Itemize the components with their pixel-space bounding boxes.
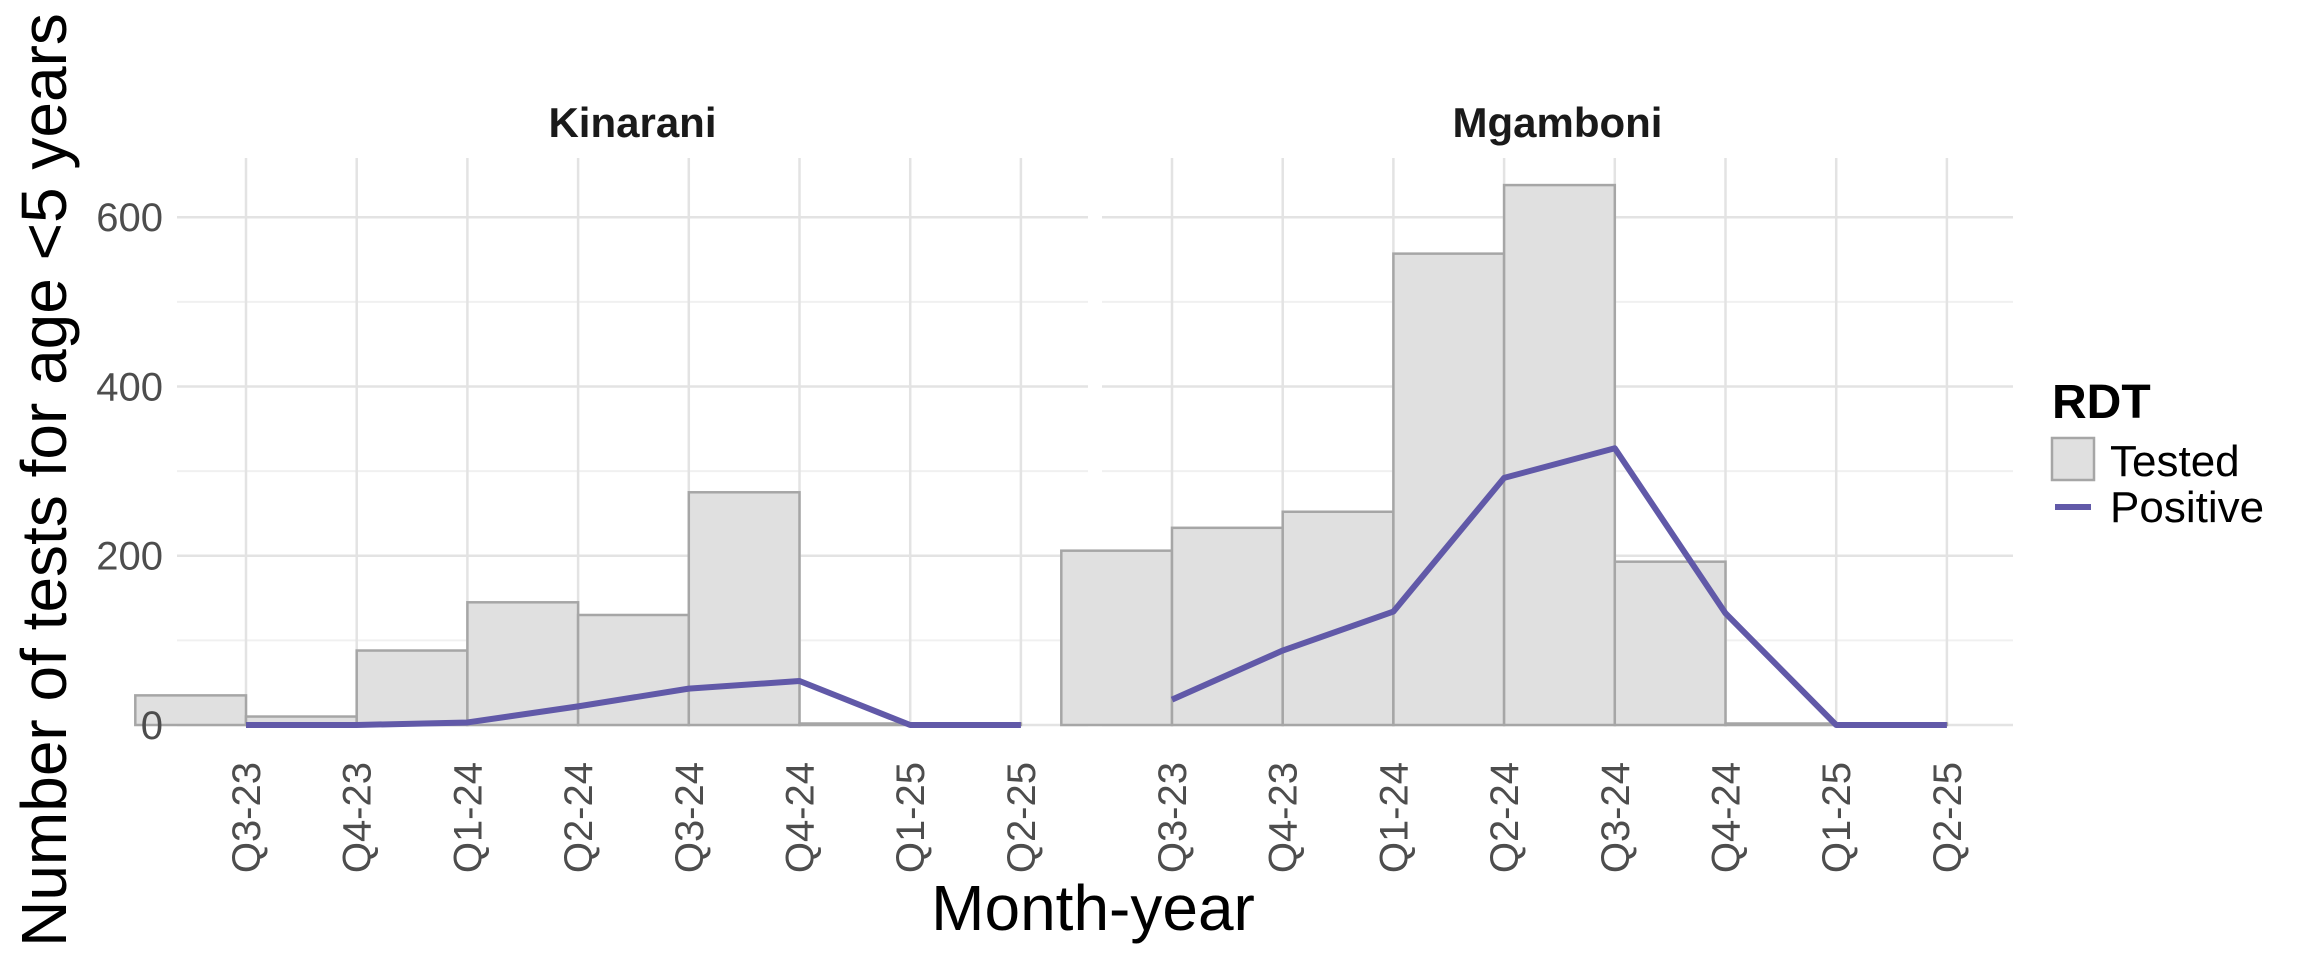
y-tick-label: 600: [96, 196, 163, 240]
x-tick-label: Q4-24: [1705, 762, 1749, 873]
bar-tested-q3-23: [1060, 549, 1174, 727]
line-positive: [1170, 445, 1947, 728]
y-tick-label: 0: [141, 704, 163, 748]
y-axis-title: Number of tests for age <5 years: [8, 13, 80, 947]
x-tick-label: Q1-24: [1372, 762, 1416, 873]
x-tick-label: Q2-24: [557, 762, 601, 873]
x-axis-title: Month-year: [931, 872, 1255, 944]
legend-label-positive: Positive: [2110, 483, 2264, 532]
bar-tested-q1-25: [798, 722, 912, 727]
legend-title: RDT: [2052, 376, 2151, 429]
x-tick-label: Q4-24: [779, 762, 823, 873]
x-tick-label: Q3-23: [1151, 762, 1195, 873]
facet-mgamboni: Mgamboni Q3-23 Q4-23 Q1-24 Q2-24 Q3-24 Q4-24 Q1…: [1060, 99, 2013, 873]
legend-label-tested: Tested: [2110, 437, 2240, 486]
legend-key-tested: [2050, 436, 2096, 482]
x-tick-label: Q3-24: [668, 762, 712, 873]
bar-tested-q1-24: [355, 649, 469, 727]
bar-tested-q1-25: [1724, 722, 1838, 727]
x-tick-label: Q2-25: [1000, 762, 1044, 873]
legend: RDT Tested Positive: [2050, 376, 2264, 532]
facet-kinarani: Kinarani Q3-23 Q4-23 Q1-24 Q2-24 Q3-24 Q4-24 Q1…: [96, 99, 1088, 873]
facet-panels: Kinarani Q3-23 Q4-23 Q1-24 Q2-24 Q3-24 Q4-24 Q1…: [96, 99, 2013, 873]
bar-tested-q3-23: [134, 694, 248, 727]
line-positive: [246, 677, 1021, 728]
x-tick-label: Q2-24: [1483, 762, 1527, 873]
x-tick-label: Q3-24: [1594, 762, 1638, 873]
x-tick-label: Q1-24: [446, 762, 490, 873]
y-tick-label: 400: [96, 365, 163, 409]
facet-title-kinarani: Kinarani: [548, 99, 716, 146]
bar-tested-q2-24: [1392, 252, 1506, 727]
x-tick-label: Q4-23: [1262, 762, 1306, 873]
y-tick-label: 200: [96, 535, 163, 579]
x-tick-label: Q4-23: [336, 762, 380, 873]
x-tick-label: Q1-25: [1815, 762, 1859, 873]
x-tick-label: Q3-23: [225, 762, 269, 873]
x-tick-label: Q1-25: [889, 762, 933, 873]
x-tick-label: Q2-25: [1926, 762, 1970, 873]
facet-title-mgamboni: Mgamboni: [1453, 99, 1663, 146]
bar-tested-q3-24: [576, 613, 691, 727]
